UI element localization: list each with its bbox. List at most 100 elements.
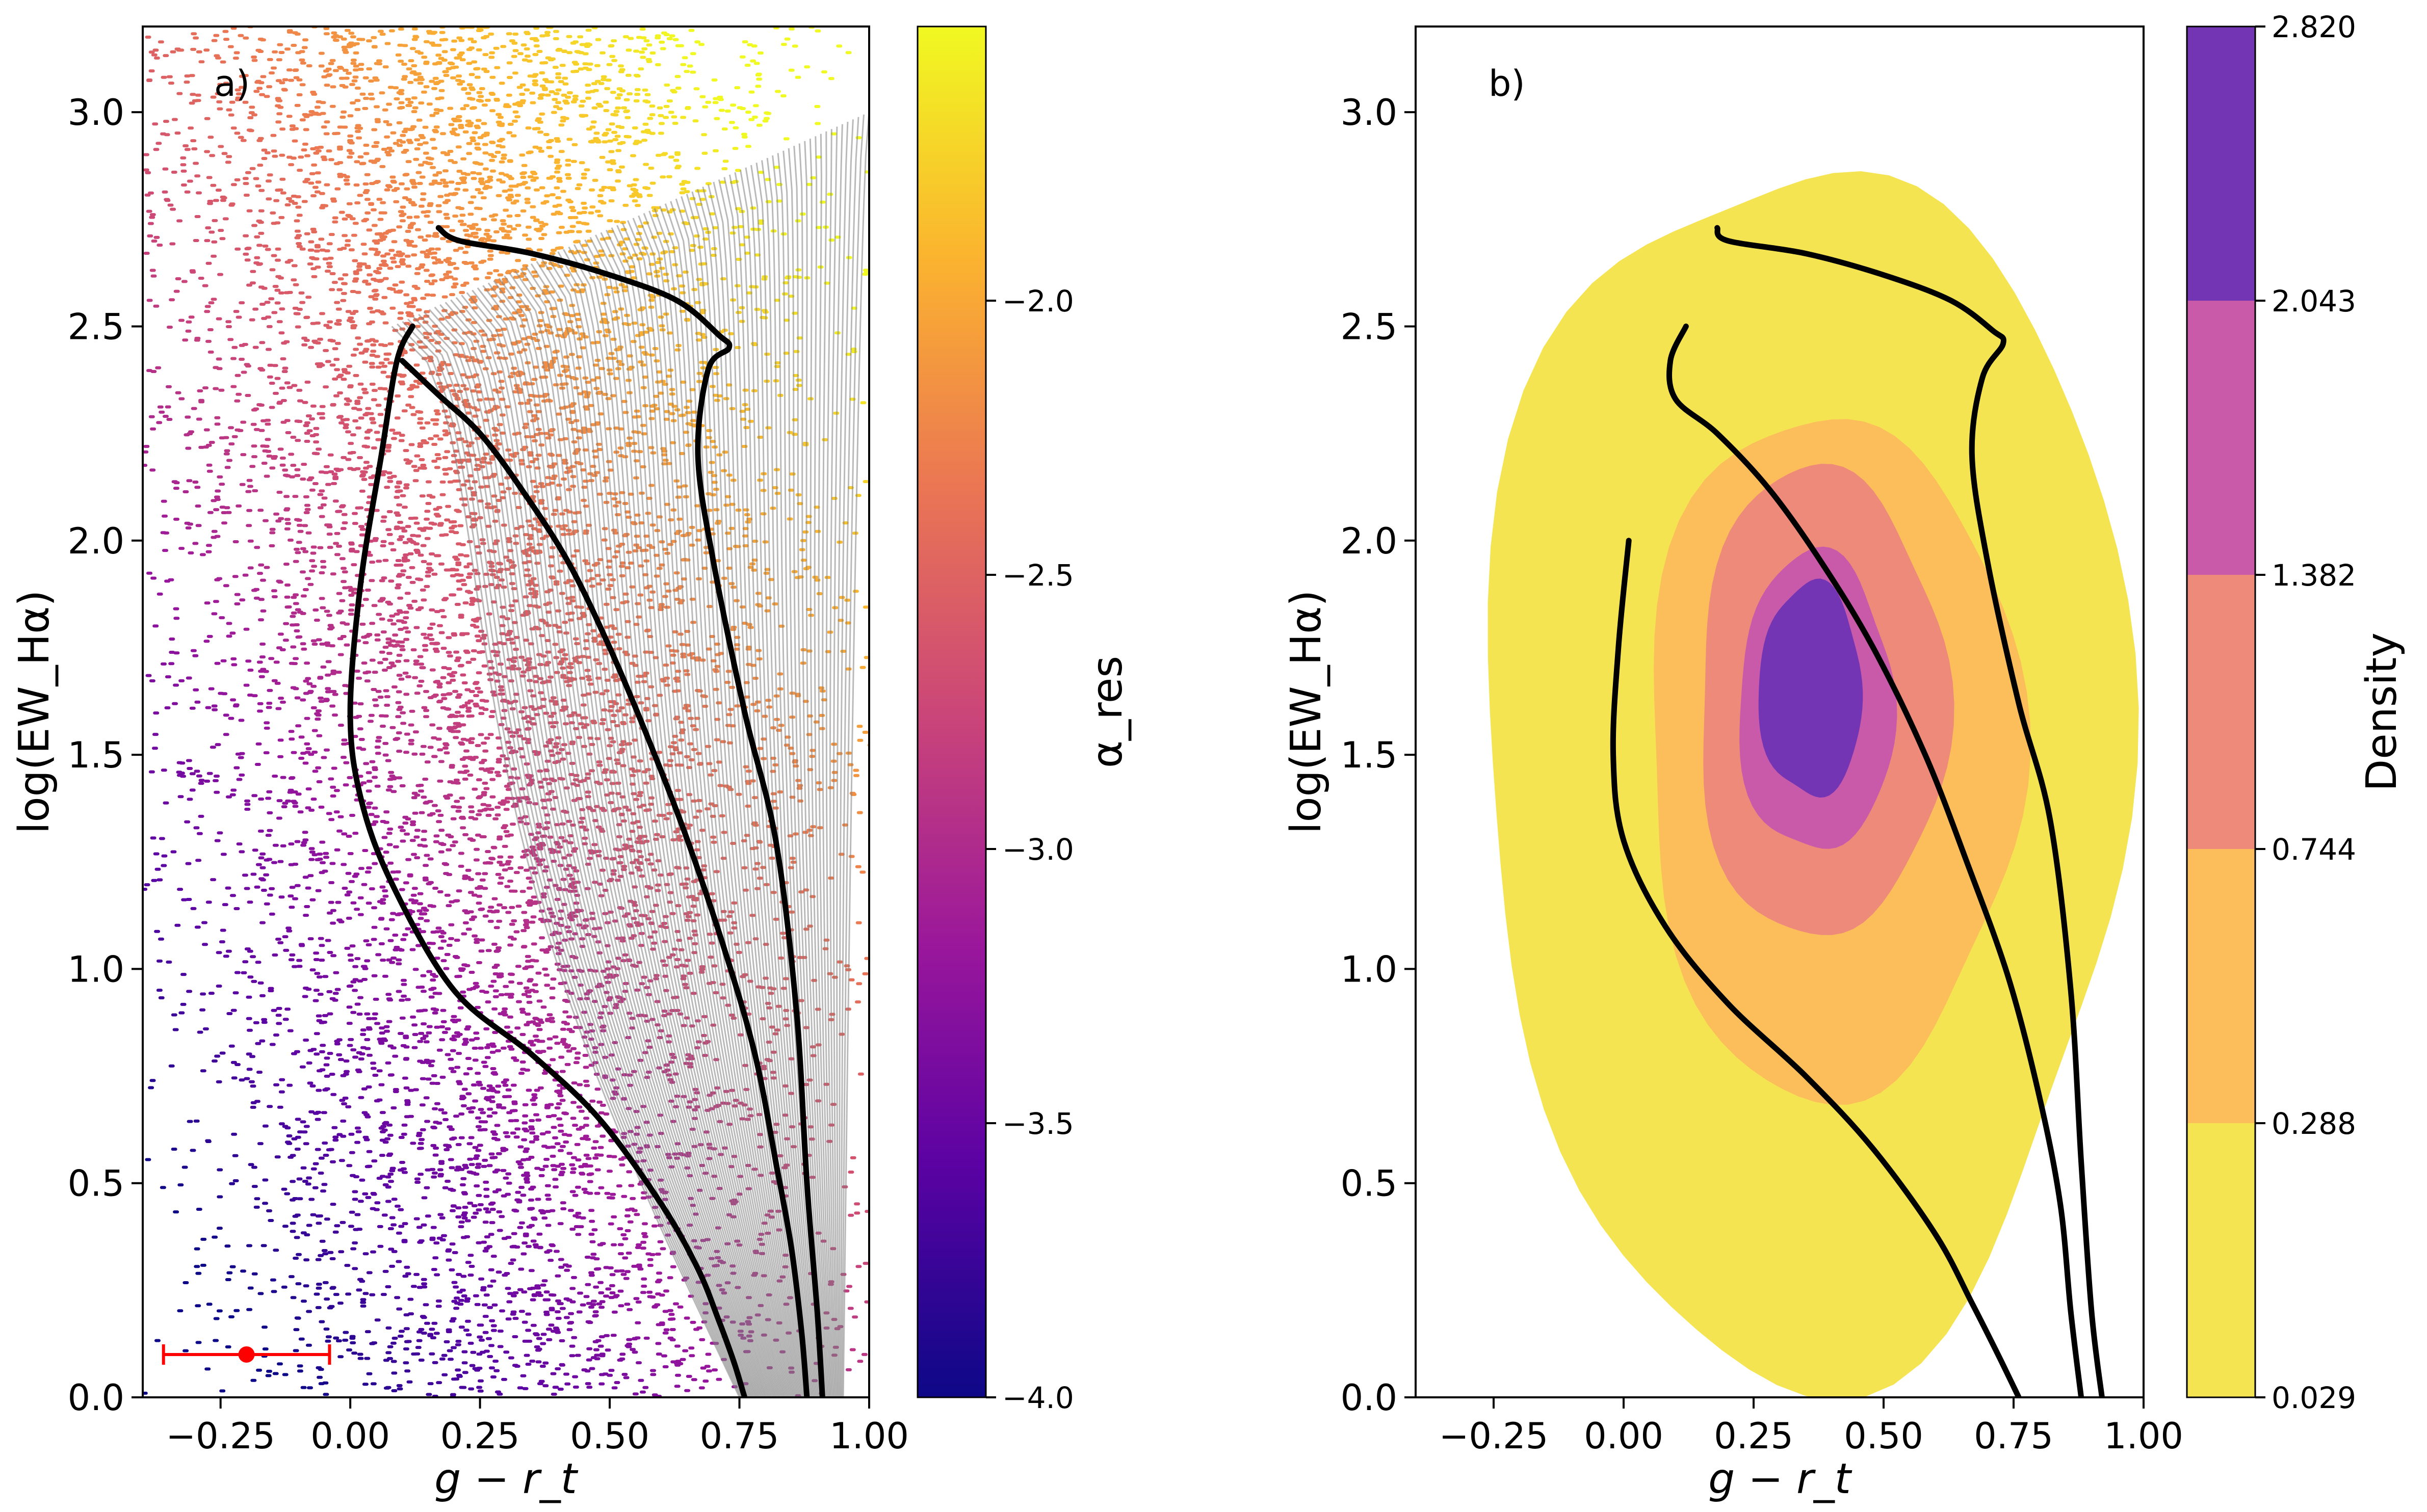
panel-a-scatter-point-group [655,34,739,150]
panel-a-model-grid-line [397,323,742,1397]
panel-a-scatter-point-group [174,923,456,1323]
panel-a-scatter-point-group [267,375,598,846]
panel-a-model-grid-line [536,261,772,1397]
panel-a-y-tick-label: 1.0 [68,948,124,990]
panel-a-scatter-point-group [340,1074,564,1391]
panel-a-scatter-point-group [293,1257,333,1310]
panel-a-model-grid-line [788,148,827,1397]
panel-a-model-grid-line [498,278,764,1397]
panel-a-y-tick-label: 3.0 [68,92,124,134]
panel-a-scatter-point-group [165,675,657,1376]
panel-a-scatter-point-group [228,1044,463,1378]
panel-a-scatter-point-group [213,34,816,898]
panel-a-colorbar: −2.0 −2.5 −3.0 −3.5 −4.0 α_res [917,25,1132,1415]
panel-b-colorbar-tick-label: 1.382 [2272,558,2356,593]
panel-a-scatter-point-group [172,702,658,1397]
panel-a-error-bar-point [238,1346,255,1363]
panel-a-scatter-point-group [156,244,869,1265]
panel-a-y-axis-title: log(EW_Hα) [10,590,59,834]
panel-a-model-grid-line [525,266,770,1397]
panel-b-colorbar-label: Density [2358,632,2406,791]
panel-a-x-tick-label: 0.00 [310,1415,390,1457]
panel-a-scatter-point-group [204,779,604,1348]
panel-a-model-grid-line [461,295,755,1397]
panel-a-scatter-point-group [361,219,756,783]
panel-a-model-grid-line [664,203,800,1397]
panel-a-scatter-point-group [178,1011,442,1385]
panel-a-scatter-point-group [460,373,640,626]
panel-a-scatter-point-group [244,803,662,1397]
panel-a-scatter-point-group [146,571,707,1370]
panel-a-scatter-point-group [177,795,593,1389]
panel-a-model-grid-line [616,225,790,1397]
panel-a-scatter-point-group [153,711,615,1372]
panel-a-scatter-point-group [425,570,716,985]
panel-b-colorbar-frame [2186,25,2256,1398]
panel-b-colorbar-segments [2187,26,2255,1397]
panel-a-scatter-point-group [738,225,867,405]
panel-a-scatter-point-group [208,992,484,1383]
panel-b-x-tick-label: 0.00 [1584,1415,1663,1457]
panel-a-model-grid-line [825,129,836,1397]
panel-a-scatter-point-group [262,1202,398,1392]
panel-a-scatter-point-group [212,1059,425,1362]
panel-a-y-tick-label: 0.0 [68,1377,124,1419]
panel-a-scatter-point-group [154,867,483,1339]
panel-a-scatter-point-group [164,706,646,1394]
panel-a-model-grid-line [412,316,745,1397]
panel-a-model-grid-line [445,302,752,1397]
panel-a-scatter-point-group [187,798,588,1372]
panel-a-model-grid-line [487,282,762,1397]
panel-a-scatter-point-group [268,1219,390,1390]
panel-a-scatter-point-group [311,729,566,1090]
panel-a-scatter-point-group [250,1101,438,1364]
panel-a-scatter-point-group [386,146,740,651]
panel-a-scatter-point-group [192,654,705,1390]
panel-a-scatter-point-group [322,1142,483,1370]
panel-b-contour: −0.25 0.00 0.25 0.50 0.75 1.00 0.0 0.5 1.0 1.5 2.… [1282,25,2183,1503]
panel-a-scatter-point-group [450,76,675,396]
panel-a-x-tick-label: 0.25 [440,1415,520,1457]
panel-a-model-grid-line [466,292,757,1397]
panel-a-scatter-point-group [171,480,795,1374]
panel-a-scatter-point-group [585,29,780,302]
panel-a-scatter-point-group [169,651,669,1368]
panel-a-scatter-point-group [608,44,798,315]
panel-a-colorbar-label: α_res [1083,656,1132,768]
panel-a-model-grid-line [814,136,832,1397]
panel-a-scatter-point-group [249,1055,468,1365]
panel-a-scatter-point-group [231,1132,269,1182]
panel-b-track-1 [1610,538,2022,1397]
panel-a-scatter-point-group [172,1028,432,1396]
panel-a-scatter-point-group [185,862,557,1396]
panel-a-scatter-point-group [318,64,822,785]
panel-a-model-grid-line [832,124,843,1397]
panel-b-y-tick-label: 1.0 [1341,948,1397,990]
panel-a-scatter-point-group [311,565,710,1134]
panel-a-scatter-point-group [663,104,678,125]
panel-a-model-grid-line [606,229,787,1397]
panel-a-model-grid-line [750,165,819,1397]
panel-a-scatter-point-group [187,767,620,1384]
panel-a-model-grid-line [670,201,801,1397]
panel-a-model-grid-line [509,273,766,1397]
panel-a-scatter-point-group [293,1328,305,1341]
panel-a-model-grid-line [839,119,854,1397]
panel-a-model-grid-line [755,163,820,1397]
panel-a-scatter-point-group [216,1227,329,1385]
panel-a-colorbar-gradient [917,25,987,1398]
panel-a-scatter-point-group [337,637,590,996]
panel-a-scatter-point-group [379,91,670,506]
panel-a-model-grid-line [643,213,795,1397]
panel-a-track-2 [399,358,810,1397]
panel-a-scatter-point-group [301,1299,332,1339]
panel-a-model-grid-line [573,244,780,1397]
panel-a-model-grid-line [579,242,781,1397]
panel-b-y-tick-label: 0.0 [1341,1377,1397,1419]
panel-a-x-tick-label: 1.00 [829,1415,909,1457]
panel-a-model-grid-line [621,222,791,1397]
panel-a-scatter-point-group [223,449,789,1257]
panel-a-scatter-point-group [160,531,694,1298]
panel-b-frame [1415,25,2145,1398]
panel-a-scatter-point-group [643,39,741,172]
